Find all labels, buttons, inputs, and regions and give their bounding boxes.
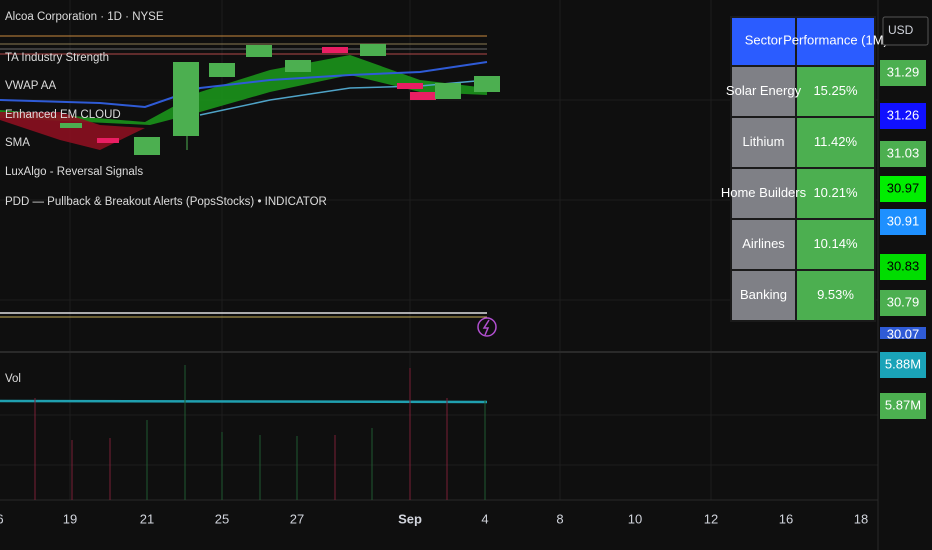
- time-label: 4: [481, 511, 488, 526]
- price-label: 31.29: [887, 64, 920, 79]
- ema-cloud: [0, 55, 487, 125]
- legend-item: Alcoa Corporation · 1D · NYSE: [5, 11, 164, 23]
- legend: Alcoa Corporation · 1D · NYSE TA Industry…: [5, 11, 327, 208]
- legend-item: VWAP AA: [5, 80, 56, 92]
- sector-name: Banking: [740, 287, 787, 302]
- time-label: 6: [0, 511, 4, 526]
- sector-table: Sector Performance (1M) Solar Energy 15.25%…: [721, 16, 888, 322]
- sector-name: Lithium: [743, 134, 785, 149]
- performance-cell: [795, 116, 876, 169]
- currency-button[interactable]: [882, 16, 929, 46]
- time-label: 21: [140, 511, 154, 526]
- volume-label-box: [880, 352, 926, 378]
- performance-cell: [795, 269, 876, 322]
- currency[interactable]: USD: [888, 23, 914, 37]
- performance-value: 9.53%: [817, 287, 854, 302]
- price-label-box: [880, 254, 926, 280]
- volume-ma: [0, 399, 488, 404]
- sector-cell: [730, 167, 797, 220]
- performance-value: 11.42%: [814, 134, 858, 149]
- sector-cell: [730, 116, 797, 169]
- header-cell: [730, 16, 797, 67]
- sector-name: Home Builders: [721, 185, 807, 200]
- volume-label: 5.87M: [885, 397, 921, 412]
- legend-item: Enhanced EM CLOUD: [5, 109, 121, 121]
- volume-bars: [34, 365, 486, 500]
- alert-icon[interactable]: [477, 317, 497, 337]
- time-label: 19: [63, 511, 77, 526]
- price-label: 30.07: [887, 326, 920, 341]
- sector-name: Solar Energy: [726, 83, 802, 98]
- legend-item: SMA: [5, 137, 30, 149]
- time-label: 12: [704, 511, 718, 526]
- price-label: 30.97: [887, 180, 920, 195]
- price-label: 30.91: [887, 213, 920, 228]
- legend-item: TA Industry Strength: [5, 52, 109, 64]
- time-label: 10: [628, 511, 642, 526]
- performance-value: 10.14%: [813, 236, 858, 251]
- price-label-box: [880, 290, 926, 316]
- price-label-box: [880, 327, 926, 339]
- price-label-box: [880, 176, 926, 202]
- time-axis: 6 19 21 25 27 Sep 4 8 10 12 16 18: [0, 511, 868, 526]
- time-label: 27: [290, 511, 304, 526]
- performance-value: 10.21%: [813, 185, 858, 200]
- sector-name: Airlines: [742, 236, 785, 251]
- time-label: 25: [215, 511, 229, 526]
- price-axis: 31.29 31.26 31.03 30.97 30.91 30.83 30.79 30.07…: [880, 60, 926, 419]
- candles: [60, 44, 500, 155]
- price-label: 31.26: [887, 107, 920, 122]
- header-cell: [795, 16, 876, 67]
- sector-cell: [730, 65, 797, 118]
- time-label: Sep: [398, 511, 422, 526]
- legend-item: PDD — Pullback & Breakout Alerts (PopsSt…: [5, 196, 327, 208]
- performance-cell: [795, 65, 876, 118]
- volume-title: Vol: [5, 373, 21, 385]
- level-lines: [0, 35, 487, 55]
- price-label: 31.03: [887, 145, 920, 160]
- legend-item: LuxAlgo - Reversal Signals: [5, 166, 143, 178]
- time-label: 16: [779, 511, 793, 526]
- sector-cell: [730, 269, 797, 322]
- volume-label: 5.88M: [885, 356, 921, 371]
- time-label: 18: [854, 511, 868, 526]
- vwap-line: [0, 61, 488, 109]
- performance-cell: [795, 218, 876, 271]
- price-label-box: [880, 209, 926, 235]
- price-label-box: [880, 103, 926, 129]
- time-label: 8: [556, 511, 563, 526]
- header-text: Sector: [745, 32, 783, 47]
- volume-label-box: [880, 393, 926, 419]
- performance-value: 15.25%: [813, 83, 858, 98]
- price-label: 30.79: [887, 294, 920, 309]
- price-label: 30.83: [887, 258, 920, 273]
- header-text: Performance (1M): [783, 32, 888, 47]
- price-label-box: [880, 60, 926, 86]
- price-label-box: [880, 141, 926, 167]
- alert-bolt: [482, 319, 490, 336]
